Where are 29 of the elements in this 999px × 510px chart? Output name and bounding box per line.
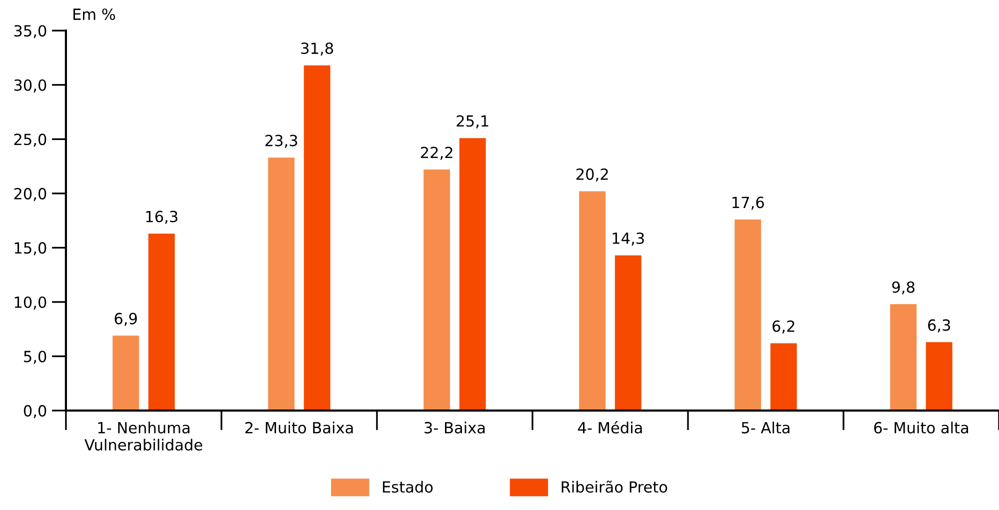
data-label: 22,2 [420,146,452,160]
data-label: 31,8 [301,42,334,56]
x-tick-label: 1- Nenhuma Vulnerabilidade [84,422,202,451]
data-label: 9,8 [892,281,914,294]
x-tick-label: 2- Muito Baixa [245,422,353,434]
y-tick-label: 35,0 [14,25,46,38]
data-label: 6,2 [772,320,794,334]
x-tick-label: 5- Alta [742,422,790,434]
y-tick-label: 20,0 [14,188,46,202]
x-tick-label: 4- Média [578,421,642,434]
data-label: 6,9 [114,312,137,326]
data-label: 20,2 [576,168,608,182]
data-label: 23,3 [265,134,298,148]
y-tick-label: 15,0 [14,242,46,256]
data-label: 6,3 [928,319,950,332]
y-tick-label: 5,0 [24,350,46,364]
y-tick-label: 30,0 [14,79,46,92]
y-tick-label: 0,0 [24,405,46,418]
y-axis-title: Em % [73,8,116,20]
legend-label: Ribeirão Preto [562,480,668,493]
data-label: 16,3 [146,210,178,224]
y-tick-label: 10,0 [14,296,46,310]
legend-label: Estado [382,480,433,493]
data-label: 17,6 [732,196,764,210]
x-tick-label: 6- Muito alta [874,422,968,434]
y-tick-label: 25,0 [14,134,46,147]
data-label: 25,1 [456,115,488,128]
x-tick-label: 3- Baixa [424,422,485,434]
data-label: 14,3 [612,232,644,246]
